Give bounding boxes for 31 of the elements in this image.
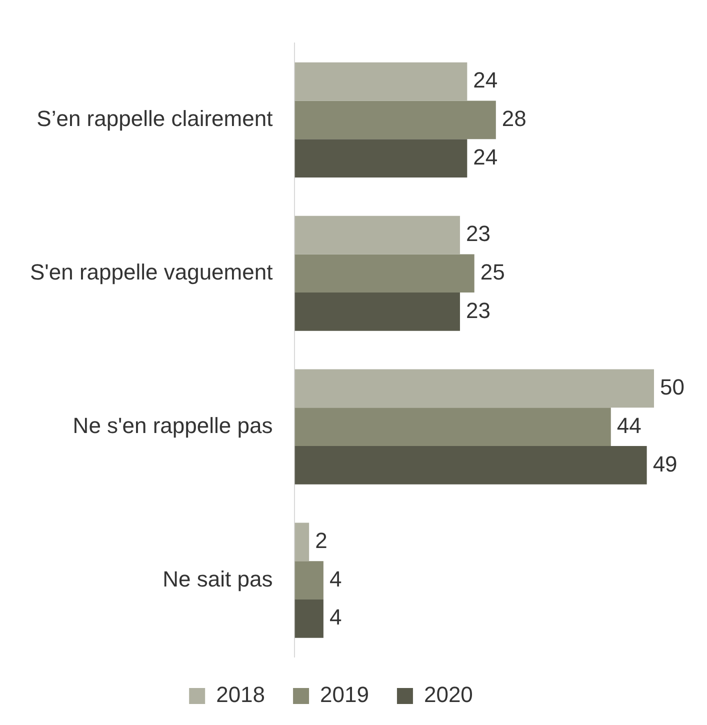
y-tick-label: Ne sait pas — [162, 566, 273, 592]
bar — [294, 561, 324, 600]
data-label: 24 — [473, 68, 498, 93]
bar — [294, 216, 460, 254]
bar — [294, 408, 611, 446]
data-label: 49 — [652, 451, 678, 476]
bar — [294, 522, 310, 562]
bar — [294, 292, 460, 331]
bar — [294, 446, 647, 484]
data-label: 4 — [329, 566, 342, 592]
y-tick-label: Ne s'en rappelle pas — [72, 412, 273, 438]
bar — [294, 139, 468, 178]
data-label: 44 — [616, 412, 642, 438]
data-label: 50 — [660, 374, 684, 400]
legend-label: 2020 — [424, 682, 473, 708]
legend-label: 2018 — [216, 682, 266, 708]
data-label: 23 — [466, 298, 490, 323]
data-label: 23 — [466, 221, 490, 246]
bar — [294, 62, 468, 101]
bar — [294, 254, 474, 293]
y-tick-label: S'en rappelle vaguement — [30, 259, 273, 284]
legend-label: 2019 — [320, 682, 369, 708]
bar — [294, 599, 324, 638]
data-label: 2 — [315, 528, 328, 553]
bar — [294, 100, 496, 140]
data-label: 4 — [329, 604, 342, 630]
data-label: 25 — [480, 259, 505, 284]
y-tick-label: S’en rappelle clairement — [36, 106, 273, 131]
data-label: 24 — [473, 144, 498, 170]
bar — [294, 369, 654, 408]
data-label: 28 — [502, 106, 526, 131]
